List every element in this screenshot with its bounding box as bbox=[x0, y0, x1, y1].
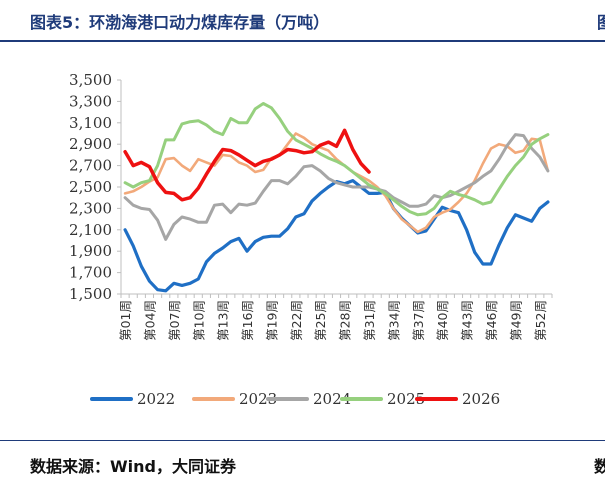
x-tick-label: 第04周 bbox=[142, 300, 157, 341]
series-line-2024 bbox=[123, 133, 550, 241]
x-tick-label: 第19周 bbox=[264, 300, 279, 341]
x-tick-label: 第37周 bbox=[411, 300, 426, 341]
legend-label-2022: 2022 bbox=[137, 390, 175, 408]
x-tick-label: 第40周 bbox=[435, 300, 450, 341]
x-tick-label: 第31周 bbox=[362, 300, 377, 341]
x-tick-label: 第07周 bbox=[167, 300, 182, 341]
y-tick-label: 1,500 bbox=[69, 285, 112, 303]
y-tick-label: 2,900 bbox=[69, 135, 112, 153]
footer-edge-glyph: 数 bbox=[594, 457, 605, 476]
y-tick-label: 2,100 bbox=[69, 221, 112, 239]
x-tick-label: 第22周 bbox=[289, 300, 304, 341]
series-line-2025 bbox=[123, 102, 550, 217]
x-tick-label: 第25周 bbox=[313, 300, 328, 341]
y-tick-label: 3,100 bbox=[69, 114, 112, 132]
line-chart: 1,500 1,700 1,900 2,100 2,300 2,500 2,700 2,900… bbox=[69, 71, 553, 408]
x-tick-label: 第34周 bbox=[386, 300, 401, 341]
y-tick-label: 1,900 bbox=[69, 242, 112, 260]
x-tick-label: 第43周 bbox=[460, 300, 475, 341]
data-source: 数据来源：Wind，大同证券 bbox=[30, 457, 236, 476]
legend-label-2024: 2024 bbox=[313, 390, 351, 408]
chart-title: 图表5：环渤海港口动力煤库存量（万吨） bbox=[30, 13, 330, 32]
y-tick-label: 3,300 bbox=[69, 92, 112, 110]
y-tick-label: 2,500 bbox=[69, 178, 112, 196]
x-tick-label: 第01周 bbox=[118, 300, 133, 341]
legend-label-2025: 2025 bbox=[387, 390, 425, 408]
x-tick-label: 第10周 bbox=[191, 300, 206, 341]
y-tick-label: 1,700 bbox=[69, 264, 112, 282]
y-tick-label: 3,500 bbox=[69, 71, 112, 89]
x-tick-label: 第28周 bbox=[338, 300, 353, 341]
x-tick-label: 第52周 bbox=[533, 300, 548, 341]
y-tick-label: 2,700 bbox=[69, 157, 112, 175]
title-edge-glyph: 图 bbox=[597, 9, 605, 33]
title-bar: 图表5：环渤海港口动力煤库存量（万吨） 图 bbox=[0, 0, 605, 42]
legend-label-2026: 2026 bbox=[462, 390, 500, 408]
x-tick-label: 第46周 bbox=[484, 300, 499, 341]
legend-label-2023: 2023 bbox=[239, 390, 277, 408]
series-line-2023 bbox=[123, 132, 550, 234]
x-tick-label: 第16周 bbox=[240, 300, 255, 341]
x-tick-label: 第13周 bbox=[216, 300, 231, 341]
series-line-2026 bbox=[123, 128, 371, 202]
footer-bar: 数据来源：Wind，大同证券 数 bbox=[0, 440, 605, 485]
y-tick-label: 2,300 bbox=[69, 199, 112, 217]
x-tick-label: 第49周 bbox=[508, 300, 523, 341]
